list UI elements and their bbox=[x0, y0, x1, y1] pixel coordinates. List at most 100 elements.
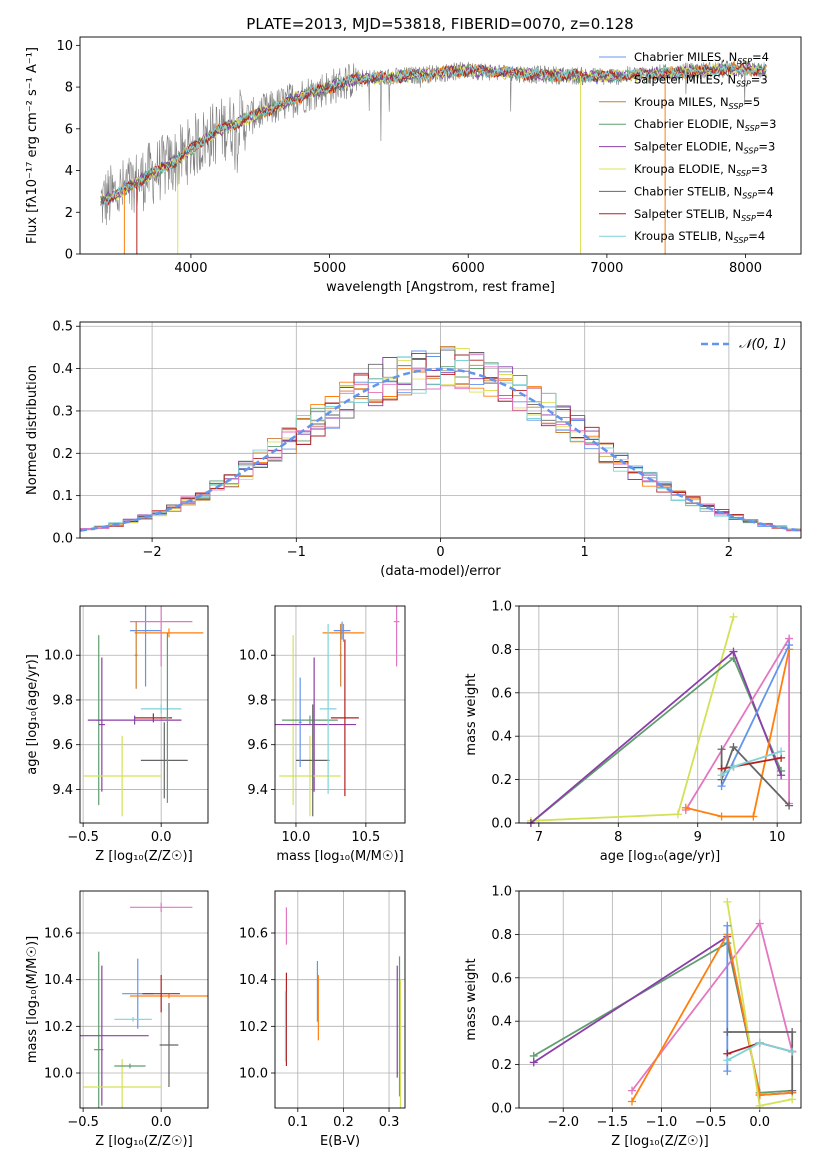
y-tick-label: 10.2 bbox=[239, 1020, 268, 1035]
y-tick-label: 9.6 bbox=[247, 738, 268, 753]
weight-marker bbox=[717, 771, 726, 780]
histogram-step bbox=[80, 353, 801, 533]
weight-marker bbox=[755, 919, 764, 928]
weight-marker bbox=[729, 743, 738, 752]
weight-vs-Z-panel: −2.0 −1.5 −1.0 −0.5 0.0 0.0 0.2 0.4 0.6 0.8 1.0 Z [… bbox=[464, 885, 802, 1149]
histogram-step bbox=[80, 354, 801, 532]
y-tick-label: 0.2 bbox=[491, 773, 512, 788]
x-axis-label: mass [log₁₀(M/M☉)] bbox=[276, 849, 403, 864]
figure-title: PLATE=2013, MJD=53818, FIBERID=0070, z=0… bbox=[246, 15, 633, 33]
weight-marker bbox=[788, 1095, 797, 1104]
x-tick-label: −0.5 bbox=[67, 1115, 99, 1130]
legend-text: Kroupa MILES, N bbox=[634, 95, 729, 109]
legend-subscript: SSP bbox=[734, 236, 749, 245]
y-axis-label: mass weight bbox=[464, 673, 479, 755]
y-axis-label: Flux [fλ10⁻¹⁷ erg cm⁻² s⁻¹ A⁻¹] bbox=[25, 47, 40, 244]
legend-text: Chabrier MILES, N bbox=[634, 50, 737, 64]
y-tick-label: 0.0 bbox=[491, 817, 512, 832]
weight-marker bbox=[755, 1038, 764, 1047]
legend-label: Kroupa ELODIE, NSSP=3 bbox=[634, 162, 768, 178]
y-axis-label: age [log₁₀(age/yr)] bbox=[25, 654, 40, 775]
y-tick-label: 1.0 bbox=[491, 600, 512, 615]
spectrum-panel: 4000 5000 6000 7000 8000 0 2 4 6 8 10 wavelength [A… bbox=[25, 36, 802, 295]
x-tick-label: 10 bbox=[769, 830, 786, 845]
legend-tail: =4 bbox=[752, 50, 769, 64]
age-vs-Z-panel: −0.5 0.0 9.4 9.6 9.8 10.0 Z [log₁₀(Z/Z☉)] age [… bbox=[25, 605, 209, 864]
legend-subscript: SSP bbox=[745, 124, 760, 133]
y-tick-label: 0.6 bbox=[491, 686, 512, 701]
x-tick-label: 6000 bbox=[452, 261, 485, 276]
legend-text: Salpeter STELIB, N bbox=[634, 207, 741, 221]
y-tick-label: 9.4 bbox=[52, 783, 73, 798]
y-tick-label: 9.4 bbox=[247, 783, 268, 798]
weight-marker bbox=[785, 641, 794, 650]
weight-marker bbox=[788, 1047, 797, 1056]
y-tick-label: 0.1 bbox=[52, 489, 73, 504]
y-tick-label: 0.8 bbox=[491, 928, 512, 943]
x-tick-label: −0.5 bbox=[67, 830, 99, 845]
age-vs-mass-panel: 10.0 10.5 9.4 9.6 9.8 10.0 mass [log₁₀(M/M☉)] bbox=[239, 605, 406, 864]
legend-subscript: SSP bbox=[737, 57, 752, 66]
legend-text: Salpeter MILES, N bbox=[634, 72, 736, 86]
weight-line bbox=[720, 745, 790, 807]
y-tick-label: 10.0 bbox=[44, 1067, 73, 1082]
y-tick-label: 0.4 bbox=[491, 730, 512, 745]
weight-marker bbox=[717, 745, 726, 754]
legend-tail: =4 bbox=[756, 207, 773, 221]
legend-label: Kroupa MILES, NSSP=5 bbox=[634, 95, 760, 111]
x-tick-label: 0.3 bbox=[379, 1115, 400, 1130]
x-tick-label: 0.0 bbox=[749, 1115, 770, 1130]
legend-tail: =4 bbox=[757, 184, 774, 198]
plot-frame bbox=[79, 321, 802, 539]
y-tick-label: 0 bbox=[65, 248, 73, 263]
y-tick-label: 9.6 bbox=[52, 738, 73, 753]
x-tick-label: 0.0 bbox=[151, 830, 172, 845]
x-tick-label: 0.2 bbox=[333, 1115, 354, 1130]
legend-text: Kroupa ELODIE, N bbox=[634, 162, 736, 176]
x-axis-label: Z [log₁₀(Z/Z☉)] bbox=[95, 849, 192, 864]
weight-marker bbox=[788, 1086, 797, 1095]
legend-subscript: SSP bbox=[736, 79, 751, 88]
legend-subscript: SSP bbox=[736, 169, 751, 178]
weight-marker bbox=[749, 812, 758, 821]
legend-tail: =3 bbox=[760, 117, 777, 131]
x-tick-label: 0.0 bbox=[151, 1115, 172, 1130]
plot-frame bbox=[274, 605, 406, 824]
legend-subscript: SSP bbox=[741, 214, 756, 223]
y-tick-label: 10.0 bbox=[44, 649, 73, 664]
y-tick-label: 0.0 bbox=[52, 532, 73, 547]
x-tick-label: 8 bbox=[614, 830, 622, 845]
y-tick-label: 10.4 bbox=[44, 973, 73, 988]
legend-text: Salpeter ELODIE, N bbox=[634, 140, 744, 154]
legend-label: Chabrier MILES, NSSP=4 bbox=[634, 50, 769, 66]
y-tick-label: 0.2 bbox=[52, 447, 73, 462]
x-tick-label: 5000 bbox=[313, 261, 346, 276]
legend-label: 𝒩(0, 1) bbox=[739, 337, 786, 352]
y-tick-label: 0.2 bbox=[491, 1058, 512, 1073]
x-tick-label: 8000 bbox=[729, 261, 762, 276]
weight-marker bbox=[627, 1097, 636, 1106]
x-axis-label: Z [log₁₀(Z/Z☉)] bbox=[95, 1134, 192, 1149]
legend-text: Kroupa STELIB, N bbox=[634, 229, 734, 243]
weight-marker bbox=[729, 647, 738, 656]
y-tick-label: 0.3 bbox=[52, 404, 73, 419]
y-tick-label: 9.8 bbox=[247, 693, 268, 708]
legend-tail: =3 bbox=[751, 162, 768, 176]
legend-label: Salpeter MILES, NSSP=3 bbox=[634, 72, 768, 88]
y-tick-label: 10.6 bbox=[239, 927, 268, 942]
x-tick-label: 4000 bbox=[174, 261, 207, 276]
x-tick-label: 9 bbox=[694, 830, 702, 845]
y-tick-label: 0.4 bbox=[52, 362, 73, 377]
weight-marker bbox=[723, 1028, 732, 1037]
x-tick-label: 2 bbox=[725, 545, 733, 560]
x-tick-label: −1.0 bbox=[646, 1115, 678, 1130]
weight-marker bbox=[755, 1090, 764, 1099]
x-tick-label: −1 bbox=[287, 545, 306, 560]
weight-marker bbox=[681, 803, 690, 812]
y-tick-label: 10.0 bbox=[239, 1067, 268, 1082]
legend-tail: =3 bbox=[751, 72, 768, 86]
x-axis-label: wavelength [Angstrom, rest frame] bbox=[326, 280, 555, 295]
normal-curve bbox=[80, 367, 801, 532]
legend-subscript: SSP bbox=[744, 147, 759, 156]
y-tick-label: 4 bbox=[65, 164, 73, 179]
